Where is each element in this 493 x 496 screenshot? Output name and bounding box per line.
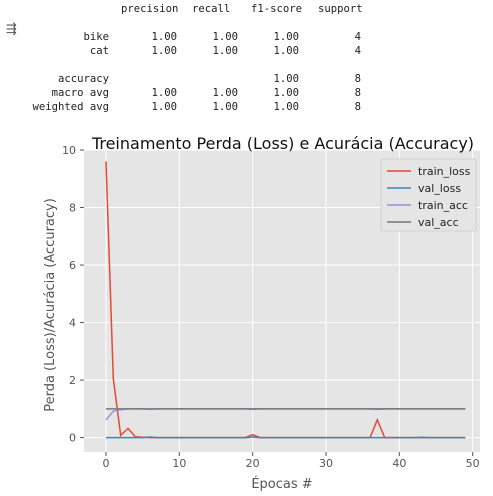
y-tick-label: 0 [69, 432, 76, 445]
report-cell: 8 [354, 73, 361, 85]
x-tick-label: 10 [172, 457, 186, 470]
report-cell: 1.00 [151, 45, 177, 57]
x-tick-label: 0 [103, 457, 110, 470]
report-cell: 8 [354, 87, 361, 99]
report-cell: 1.00 [273, 73, 299, 85]
report-header-support: support [318, 3, 363, 15]
report-row-label: accuracy [57, 73, 109, 85]
report-cell: 1.00 [212, 101, 238, 113]
legend-label: train_acc [418, 199, 468, 212]
report-cell: 1.00 [151, 87, 177, 99]
classification-report: precision recall f1-score support bike 1… [0, 0, 493, 120]
report-cell: 1.00 [151, 101, 177, 113]
y-tick-label: 10 [62, 144, 76, 157]
report-header-precision: precision [121, 3, 179, 15]
report-cell: 1.00 [273, 101, 299, 113]
x-axis-label: Épocas # [251, 476, 312, 492]
report-row-label: weighted avg [32, 101, 109, 113]
report-header-recall: recall [192, 3, 231, 15]
y-tick-label: 4 [69, 317, 76, 330]
legend-label: val_loss [418, 182, 461, 195]
x-tick-label: 20 [246, 457, 260, 470]
report-cell: 1.00 [212, 87, 238, 99]
x-tick-label: 30 [319, 457, 333, 470]
report-cell: 4 [354, 45, 361, 57]
report-cell: 8 [354, 101, 361, 113]
report-cell: 1.00 [273, 31, 299, 43]
output-toggle-icon[interactable]: ⇶ [6, 22, 17, 37]
report-row-label: cat [89, 45, 109, 57]
report-row-label: bike [83, 31, 109, 43]
report-header-f1: f1-score [251, 3, 303, 15]
x-tick-label: 40 [392, 457, 406, 470]
chart-title: Treinamento Perda (Loss) e Acurácia (Acc… [91, 134, 474, 153]
report-cell: 1.00 [212, 31, 238, 43]
legend-label: train_loss [418, 165, 471, 178]
report-cell: 1.00 [151, 31, 177, 43]
x-tick-label: 50 [466, 457, 480, 470]
y-tick-label: 6 [69, 259, 76, 272]
legend-box [380, 158, 477, 232]
training-chart: 0 10 20 30 40 50 0 2 4 6 8 10 Treinamento Perda (Los… [43, 134, 480, 492]
report-cell: 1.00 [273, 87, 299, 99]
series-line-val_loss [106, 436, 466, 439]
legend-label: val_acc [418, 216, 459, 229]
report-row-label: macro avg [51, 87, 109, 99]
y-tick-label: 8 [69, 202, 76, 215]
y-tick-label: 2 [69, 374, 76, 387]
report-cell: 1.00 [273, 45, 299, 57]
report-cell: 1.00 [212, 45, 238, 57]
report-cell: 4 [354, 31, 361, 43]
y-axis-label: Perda (Loss)/Acurácia (Accuracy) [43, 198, 58, 412]
